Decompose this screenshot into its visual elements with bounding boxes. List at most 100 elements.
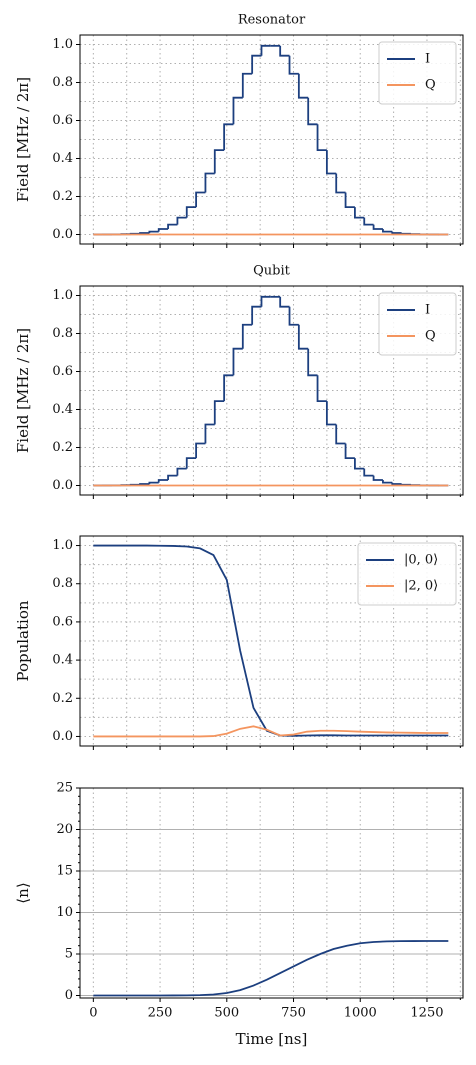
y-tick-label: 0.0 [52,478,73,493]
step-segment [307,97,318,126]
y-tick-label: 20 [56,822,73,837]
step-segment [139,483,150,485]
legend-label: |0, 0⟩ [404,553,438,568]
step-segment [260,44,271,56]
step-segment [354,458,365,470]
y-tick-label: 1.0 [52,37,73,52]
step-segment [363,468,374,477]
step-segment [167,223,178,229]
y-tick-label: 0.8 [52,75,73,90]
step-segment [325,150,337,175]
step-segment [195,442,206,459]
legend-box [357,542,457,606]
y-axis-label: ⟨n⟩ [14,882,32,903]
step-segment [157,228,169,232]
step-segment [354,207,365,219]
step-segment [251,54,262,74]
step-segment [391,231,402,234]
step-segment [241,72,253,98]
step-segment [297,324,309,350]
step-segment [213,400,225,425]
x-tick-label: 250 [148,1006,173,1021]
y-tick-label: 0.8 [52,576,73,591]
y-tick-label: 15 [56,864,73,879]
step-segment [241,323,253,349]
legend-label: I [425,52,430,67]
y-tick-label: 0.0 [52,729,73,744]
step-segment [260,295,271,307]
y-tick-label: 0.0 [52,227,73,242]
step-segment [176,467,187,476]
step-segment [232,347,243,376]
step-segment [363,217,374,226]
y-tick-label: 25 [56,781,73,796]
step-segment [325,401,337,426]
legend-box [378,41,457,105]
y-axis-label: Field [MHz / 2π] [14,328,32,453]
plot-frame [79,285,464,496]
step-segment [382,228,393,233]
y-tick-label: 1.0 [52,538,73,553]
y-tick-label: 0.6 [52,614,73,629]
y-tick-label: 0.4 [52,402,73,417]
legend-box [378,292,457,356]
y-tick-label: 0.4 [52,653,73,668]
step-segment [139,232,150,234]
step-segment [204,172,215,193]
step-segment [288,306,299,326]
step-segment [372,475,383,481]
step-segment [176,216,187,225]
y-tick-label: 0 [65,988,73,1003]
y-tick-label: 0.4 [52,151,73,166]
y-tick-label: 5 [65,947,73,962]
step-segment [185,457,197,469]
legend-label: Q [425,78,436,93]
x-tick-label: 0 [89,1006,97,1021]
step-segment [157,479,169,483]
step-segment [335,173,346,194]
step-segment [232,96,243,125]
step-segment [344,192,355,209]
y-tick-label: 0.6 [52,364,73,379]
x-axis-label: Time [ns] [236,1030,308,1048]
step-segment [335,424,346,445]
step-segment [279,45,290,57]
x-tick-label: 1000 [344,1006,377,1021]
legend-label: Q [425,329,436,344]
plot-frame [79,34,464,245]
subplot-title: Qubit [253,264,291,279]
series-line [93,725,449,738]
x-tick-label: 500 [214,1006,239,1021]
step-segment [223,123,234,151]
step-segment [204,423,215,444]
y-tick-label: 0.2 [52,440,73,455]
step-segment [148,481,159,485]
step-segment [148,230,159,234]
step-segment [213,149,225,174]
y-tick-label: 0.2 [52,691,73,706]
step-segment [316,375,327,403]
step-segment [316,124,327,152]
plot-frame [79,787,464,999]
y-axis-label: Field [MHz / 2π] [14,77,32,202]
step-segment [344,443,355,460]
step-segment [372,224,383,230]
plot-frame [79,535,464,747]
step-segment [185,206,197,218]
series-line [93,940,449,997]
y-tick-label: 0.8 [52,326,73,341]
step-segment [297,73,309,99]
y-tick-label: 10 [56,905,73,920]
subplot-title: Resonator [238,13,306,28]
x-tick-label: 1250 [410,1006,443,1021]
y-tick-label: 1.0 [52,288,73,303]
x-tick-label: 750 [281,1006,306,1021]
step-segment [288,55,299,75]
step-segment [391,482,402,485]
y-tick-label: 0.2 [52,189,73,204]
legend-label: I [425,303,430,318]
y-tick-label: 0.6 [52,113,73,128]
step-segment [195,191,206,208]
step-segment [167,474,178,480]
